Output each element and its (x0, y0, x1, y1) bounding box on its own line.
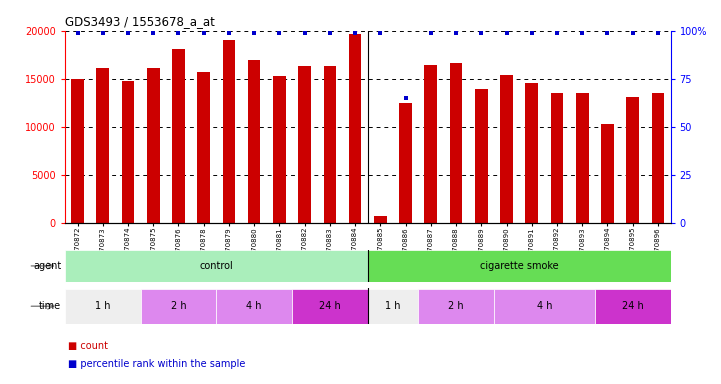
Point (324, 30, 336, 36)
Bar (71, 79, 84, 223)
Text: agent: agent (33, 261, 61, 271)
Point (501, 30, 513, 36)
Point (248, 30, 260, 36)
Bar (248, 60, 260, 223)
Point (375, 30, 386, 36)
Point (274, 30, 286, 36)
Bar (172, 49, 185, 223)
Text: 1 h: 1 h (385, 301, 401, 311)
Bar (494, 289, 595, 324)
Bar (292, 289, 368, 324)
Bar (475, 89, 487, 223)
Point (602, 30, 614, 36)
Point (97, 30, 109, 36)
Point (526, 30, 538, 36)
Point (577, 30, 588, 36)
Point (173, 30, 185, 36)
Bar (147, 68, 159, 223)
Bar (216, 289, 292, 324)
Point (224, 30, 235, 36)
Point (72, 30, 84, 36)
Point (400, 95, 412, 101)
Point (450, 30, 462, 36)
Bar (418, 289, 494, 324)
Bar (425, 65, 437, 223)
Bar (368, 289, 418, 324)
Point (476, 30, 487, 36)
Text: 4 h: 4 h (247, 301, 262, 311)
Text: time: time (39, 301, 61, 311)
Text: 2 h: 2 h (448, 301, 464, 311)
Text: 1 h: 1 h (95, 301, 110, 311)
Bar (65, 289, 141, 324)
Bar (627, 97, 639, 223)
Bar (526, 83, 538, 223)
Point (123, 30, 134, 36)
Text: ■ percentile rank within the sample: ■ percentile rank within the sample (68, 359, 246, 369)
Point (350, 30, 361, 36)
Bar (374, 216, 386, 223)
Text: cigarette smoke: cigarette smoke (479, 261, 559, 271)
Bar (595, 289, 671, 324)
Point (627, 30, 639, 36)
Bar (65, 250, 368, 281)
Bar (652, 93, 664, 223)
Text: 2 h: 2 h (171, 301, 186, 311)
Bar (576, 93, 588, 223)
Bar (450, 63, 462, 223)
Point (653, 30, 664, 36)
Bar (399, 103, 412, 223)
Bar (97, 68, 109, 223)
Bar (122, 81, 134, 223)
Point (198, 30, 210, 36)
Text: control: control (200, 261, 233, 271)
Bar (551, 93, 563, 223)
Text: GDS3493 / 1553678_a_at: GDS3493 / 1553678_a_at (65, 15, 215, 28)
Text: 4 h: 4 h (536, 301, 552, 311)
Text: 24 h: 24 h (622, 301, 644, 311)
Point (148, 30, 159, 36)
Bar (298, 66, 311, 223)
Bar (500, 75, 513, 223)
Bar (324, 66, 336, 223)
Bar (349, 34, 361, 223)
Bar (273, 76, 286, 223)
Bar (198, 72, 210, 223)
Text: ■ count: ■ count (68, 341, 108, 351)
Text: 24 h: 24 h (319, 301, 341, 311)
Point (299, 30, 311, 36)
Bar (223, 40, 235, 223)
Bar (368, 250, 671, 281)
Point (425, 30, 437, 36)
Bar (601, 124, 614, 223)
Point (552, 30, 563, 36)
Bar (141, 289, 216, 324)
